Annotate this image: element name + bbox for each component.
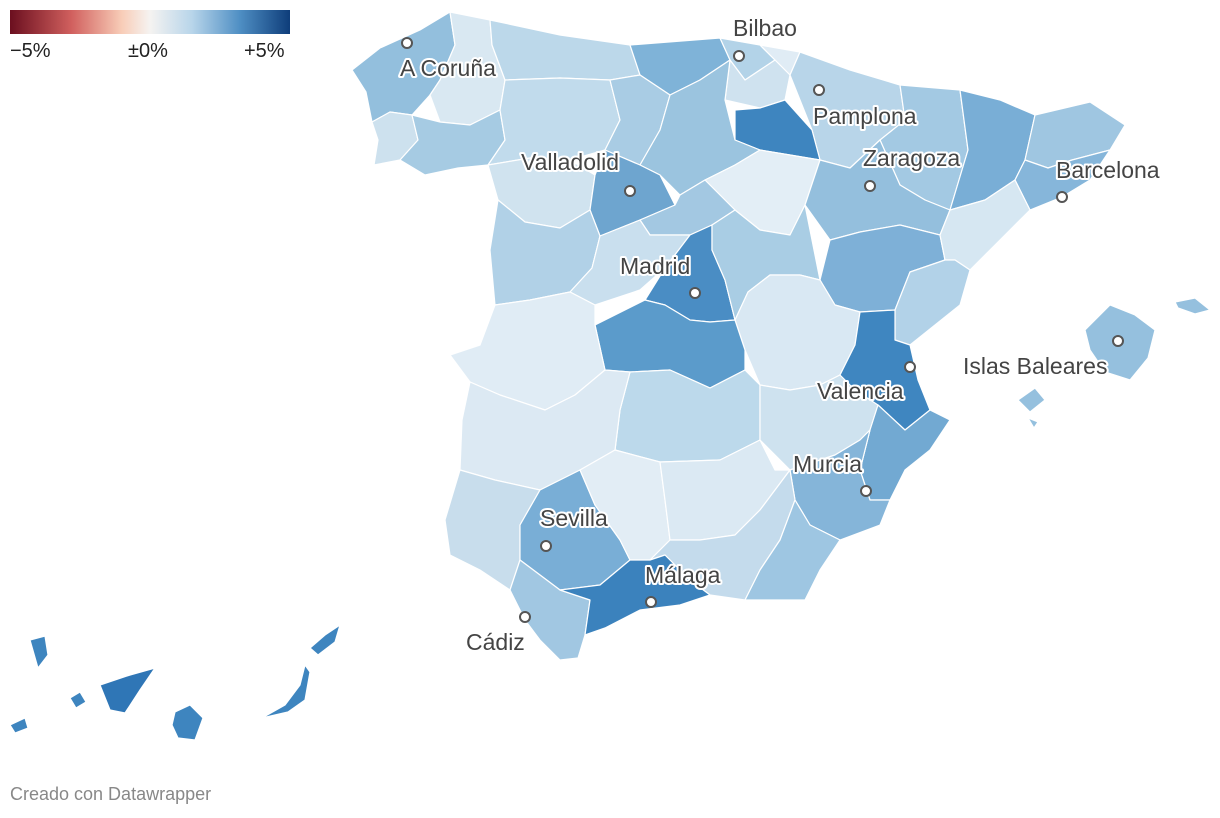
- datawrapper-credit[interactable]: Creado con Datawrapper: [10, 784, 212, 804]
- region-tenerife[interactable]: [99, 667, 156, 714]
- region-la-gomera[interactable]: [69, 691, 87, 709]
- city-bilbao: Bilbao: [731, 13, 799, 62]
- city-marker: [624, 185, 636, 197]
- city-marker: [519, 611, 531, 623]
- legend-gradient-bar: [10, 10, 290, 34]
- region-ibiza[interactable]: [1017, 387, 1046, 413]
- region-alava[interactable]: [724, 59, 791, 109]
- city-label: Valladolid: [521, 149, 619, 175]
- region-asturias[interactable]: [489, 19, 641, 81]
- city-label: A Coruña: [400, 55, 496, 81]
- city-label: Valencia: [817, 378, 904, 404]
- city-marker: [1056, 191, 1068, 203]
- region-malaga[interactable]: [559, 554, 711, 636]
- city-marker: [733, 50, 745, 62]
- city-label: Sevilla: [540, 505, 608, 531]
- region-avila[interactable]: [569, 219, 691, 306]
- city-label: Cádiz: [466, 629, 525, 655]
- city-murcia: Murcia: [791, 449, 872, 497]
- region-ciudad-real[interactable]: [614, 369, 761, 463]
- city-marker: [1112, 335, 1124, 347]
- region-almeria[interactable]: [744, 499, 841, 601]
- city-label: Islas Baleares: [963, 353, 1107, 379]
- legend-min-label: −5%: [10, 40, 51, 62]
- region-cadiz[interactable]: [509, 559, 591, 661]
- city-label: Málaga: [645, 562, 721, 588]
- city-zaragoza: Zaragoza: [861, 143, 962, 192]
- city-marker: [645, 596, 657, 608]
- region-formentera[interactable]: [1027, 417, 1039, 429]
- city-label: Bilbao: [733, 15, 797, 41]
- region-lanzarote[interactable]: [309, 624, 341, 656]
- city-malaga: Málaga: [643, 560, 723, 608]
- city-label: Pamplona: [813, 103, 917, 129]
- city-madrid: Madrid: [618, 251, 701, 299]
- city-label: Murcia: [793, 451, 862, 477]
- city-marker: [813, 84, 825, 96]
- city-label: Madrid: [620, 253, 690, 279]
- city-label: Barcelona: [1056, 157, 1160, 183]
- city-islas-baleares: Islas Baleares: [961, 335, 1124, 381]
- city-marker: [904, 361, 916, 373]
- city-marker: [401, 37, 413, 49]
- city-cadiz: Cádiz: [464, 611, 531, 657]
- city-marker: [689, 287, 701, 299]
- city-pamplona: Pamplona: [811, 84, 919, 131]
- city-label: Zaragoza: [863, 145, 960, 171]
- legend-mid-label: ±0%: [128, 40, 168, 62]
- region-menorca[interactable]: [1174, 297, 1211, 315]
- city-marker: [540, 540, 552, 552]
- region-castellon[interactable]: [894, 259, 971, 346]
- region-la-palma[interactable]: [29, 635, 49, 669]
- region-el-hierro[interactable]: [9, 717, 29, 734]
- region-fuerteventura[interactable]: [261, 664, 311, 719]
- city-valencia: Valencia: [815, 361, 916, 406]
- color-legend: −5% ±0% +5%: [10, 10, 290, 62]
- city-valladolid: Valladolid: [519, 147, 636, 197]
- region-gran-canaria[interactable]: [171, 704, 204, 741]
- legend-max-label: +5%: [244, 40, 285, 62]
- city-barcelona: Barcelona: [1054, 155, 1162, 203]
- city-marker: [860, 485, 872, 497]
- city-sevilla: Sevilla: [538, 503, 610, 552]
- city-marker: [864, 180, 876, 192]
- city-a-coruna: A Coruña: [398, 37, 498, 83]
